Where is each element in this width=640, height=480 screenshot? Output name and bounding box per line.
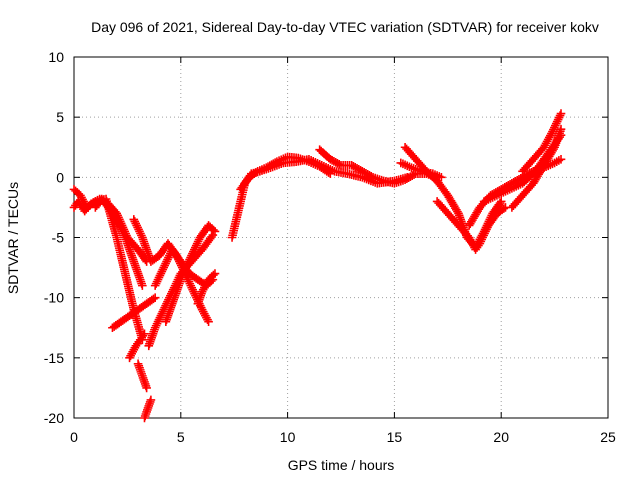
- y-tick-label: -10: [44, 290, 64, 306]
- data-point: [556, 124, 566, 134]
- data-point: [210, 269, 220, 278]
- data-point: [146, 395, 156, 405]
- y-tick-label: 10: [48, 49, 64, 65]
- x-tick-label: 15: [387, 429, 403, 445]
- y-tick-label: -15: [44, 350, 64, 366]
- data-point: [437, 173, 446, 182]
- y-tick-label: -20: [44, 410, 64, 426]
- chart-title: Day 096 of 2021, Sidereal Day-to-day VTE…: [91, 19, 599, 35]
- y-axis-label: SDTVAR / TECUs: [5, 182, 21, 294]
- data-point: [556, 154, 566, 164]
- axis-ticks: 0 5 10 15 20 25 -20 -15 -10 -5 0 5 10: [44, 49, 616, 445]
- x-tick-label: 5: [177, 429, 185, 445]
- y-tick-label: 0: [56, 169, 64, 185]
- data-point: [556, 109, 566, 118]
- data-point: [326, 169, 335, 179]
- x-tick-label: 20: [493, 429, 509, 445]
- grid: [74, 57, 608, 418]
- x-axis-label: GPS time / hours: [288, 457, 395, 473]
- data-point: [204, 317, 213, 327]
- y-tick-label: 5: [56, 109, 64, 125]
- x-tick-label: 10: [280, 429, 296, 445]
- data-point: [140, 329, 149, 339]
- data-points: [69, 109, 566, 423]
- data-point: [138, 281, 147, 290]
- y-tick-label: -5: [52, 230, 65, 246]
- x-tick-label: 0: [70, 429, 78, 445]
- data-point: [210, 227, 220, 236]
- x-tick-label: 25: [600, 429, 616, 445]
- data-point: [150, 293, 160, 302]
- data-point: [142, 383, 151, 393]
- data-point: [496, 197, 506, 206]
